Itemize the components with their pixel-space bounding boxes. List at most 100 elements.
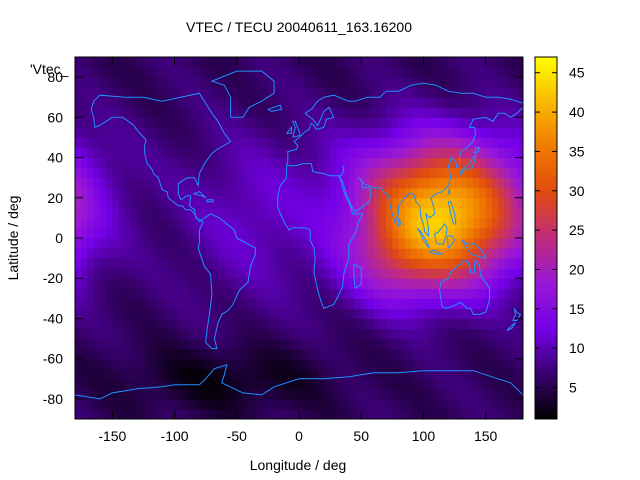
- heatmap-cell: [398, 157, 406, 169]
- heatmap-cell: [435, 107, 443, 118]
- heatmap-cell: [448, 97, 456, 108]
- heatmap-cell: [411, 258, 418, 269]
- heatmap-cell: [274, 127, 281, 139]
- coastline: [460, 154, 477, 176]
- heatmap-cell: [510, 107, 518, 118]
- heatmap-cell: [193, 268, 201, 279]
- heatmap-cell: [336, 408, 344, 419]
- heatmap-cell: [280, 147, 288, 159]
- heatmap-cell: [379, 87, 387, 98]
- heatmap-cell: [386, 57, 393, 68]
- heatmap-cell: [249, 87, 257, 98]
- heatmap-cell: [292, 177, 300, 189]
- heatmap-cell: [93, 278, 101, 289]
- heatmap-cell: [75, 167, 82, 179]
- heatmap-cell: [379, 207, 387, 219]
- heatmap-cell: [93, 127, 101, 139]
- heatmap-cell: [491, 177, 499, 189]
- heatmap-cell: [143, 217, 151, 229]
- heatmap-cell: [311, 227, 319, 239]
- heatmap-cell: [243, 167, 250, 179]
- heatmap-cell: [305, 117, 313, 128]
- heatmap-cell: [93, 217, 101, 229]
- heatmap-cell: [230, 278, 238, 289]
- x-tick-label: 0: [295, 428, 303, 444]
- heatmap-cell: [498, 408, 505, 419]
- heatmap-cell: [467, 57, 474, 68]
- heatmap-cell: [230, 358, 238, 370]
- heatmap-cell: [404, 248, 412, 259]
- heatmap-cell: [75, 177, 82, 189]
- heatmap-cell: [398, 217, 406, 229]
- heatmap-cell: [99, 217, 107, 229]
- heatmap-cell: [224, 308, 232, 320]
- heatmap-cell: [261, 378, 269, 390]
- heatmap-cell: [112, 147, 120, 159]
- heatmap-cell: [249, 318, 257, 330]
- heatmap-cell: [311, 77, 319, 88]
- heatmap-cell: [118, 57, 126, 68]
- heatmap-cell: [224, 117, 232, 128]
- heatmap-cell: [112, 388, 120, 400]
- heatmap-cell: [106, 378, 113, 390]
- heatmap-cell: [442, 398, 449, 410]
- heatmap-cell: [255, 77, 263, 88]
- heatmap-cell: [498, 97, 505, 108]
- heatmap-cell: [261, 117, 269, 128]
- heatmap-cell: [99, 298, 107, 309]
- heatmap-cell: [274, 117, 281, 128]
- heatmap-cell: [155, 378, 163, 390]
- heatmap-cell: [299, 318, 306, 330]
- heatmap-cell: [249, 268, 257, 279]
- heatmap-cell: [274, 338, 281, 350]
- heatmap-cell: [367, 77, 375, 88]
- heatmap-cell: [392, 258, 400, 269]
- coastline: [447, 201, 457, 225]
- heatmap-cell: [155, 308, 163, 320]
- heatmap-cell: [155, 398, 163, 410]
- heatmap-cell: [379, 298, 387, 309]
- heatmap-cell: [342, 298, 350, 309]
- heatmap-cell: [230, 107, 238, 118]
- heatmap-cell: [280, 67, 288, 78]
- heatmap-cell: [112, 288, 120, 299]
- heatmap-cell: [311, 288, 319, 299]
- heatmap-cell: [292, 358, 300, 370]
- heatmap-cell: [305, 107, 313, 118]
- heatmap-cell: [404, 348, 412, 360]
- heatmap-cell: [286, 127, 294, 139]
- heatmap-cell: [155, 87, 163, 98]
- heatmap-cell: [112, 328, 120, 340]
- heatmap-cell: [361, 87, 369, 98]
- heatmap-cell: [479, 318, 487, 330]
- heatmap-cell: [423, 67, 431, 78]
- heatmap-cell: [417, 137, 425, 149]
- heatmap-cell: [330, 388, 337, 400]
- heatmap-cell: [404, 177, 412, 189]
- heatmap-cell: [467, 77, 474, 88]
- heatmap-cell: [386, 127, 393, 139]
- heatmap-cell: [267, 187, 275, 199]
- heatmap-cell: [199, 87, 207, 98]
- heatmap-cell: [516, 348, 523, 360]
- heatmap-cell: [435, 398, 443, 410]
- heatmap-cell: [454, 137, 462, 149]
- y-tick-label: 20: [47, 190, 63, 206]
- heatmap-cell: [386, 207, 393, 219]
- heatmap-cell: [155, 408, 163, 419]
- heatmap-cell: [485, 238, 493, 249]
- heatmap-cell: [342, 408, 350, 419]
- heatmap-cell: [162, 227, 169, 239]
- heatmap-cell: [137, 328, 145, 340]
- heatmap-cell: [224, 248, 232, 259]
- heatmap-cell: [174, 318, 182, 330]
- heatmap-cell: [193, 167, 201, 179]
- heatmap-cell: [81, 97, 89, 108]
- heatmap-cell: [299, 268, 306, 279]
- heatmap-cell: [367, 127, 375, 139]
- heatmap-cell: [448, 338, 456, 350]
- heatmap-cell: [81, 238, 89, 249]
- heatmap-cell: [193, 97, 201, 108]
- heatmap-cell: [187, 127, 194, 139]
- heatmap-cell: [323, 67, 331, 78]
